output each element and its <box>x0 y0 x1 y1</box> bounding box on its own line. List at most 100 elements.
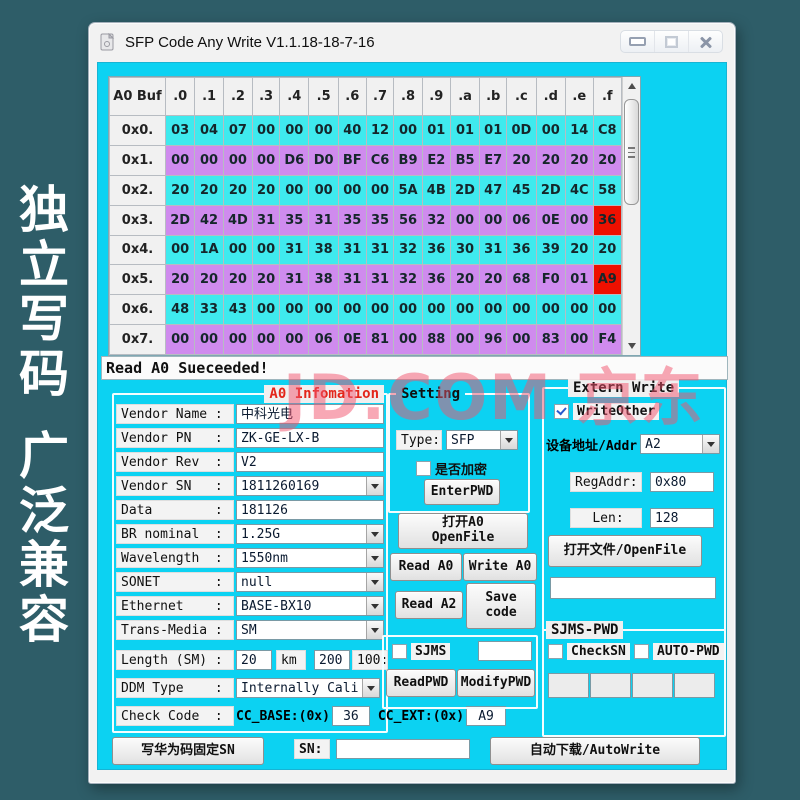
hex-cell[interactable]: 38 <box>308 264 339 296</box>
hex-cell[interactable]: 00 <box>449 294 481 326</box>
hex-cell[interactable]: 01 <box>449 115 481 146</box>
hex-cell[interactable]: 32 <box>393 264 423 296</box>
chevron-down-icon[interactable] <box>366 549 383 567</box>
hex-cell[interactable]: 20 <box>252 174 281 206</box>
save-code-button[interactable]: Save code <box>466 583 536 629</box>
hex-cell[interactable]: 2D <box>535 174 566 206</box>
len-input[interactable]: 128 <box>650 508 714 528</box>
read-a2-button[interactable]: Read A2 <box>395 591 463 619</box>
hex-cell[interactable]: 00 <box>393 115 423 146</box>
titlebar[interactable]: SFP Code Any Write V1.1.18-18-7-16 <box>89 23 735 61</box>
hex-cell[interactable]: 96 <box>479 324 508 355</box>
hex-cell[interactable]: 31 <box>279 264 310 296</box>
hex-cell[interactable]: 38 <box>308 234 339 266</box>
hex-cell[interactable]: 36 <box>506 234 537 266</box>
hex-cell[interactable]: 00 <box>222 144 254 176</box>
hex-cell[interactable]: 20 <box>222 264 254 296</box>
hex-cell[interactable]: 45 <box>506 174 537 206</box>
hex-cell[interactable]: 01 <box>421 115 451 146</box>
read-pwd-button[interactable]: ReadPWD <box>386 669 456 697</box>
hex-cell[interactable]: 5A <box>393 174 423 206</box>
hex-cell[interactable]: 20 <box>479 264 508 296</box>
hex-cell[interactable]: 56 <box>393 204 423 236</box>
hex-cell[interactable]: E7 <box>479 144 508 176</box>
hex-cell[interactable]: 00 <box>506 294 537 326</box>
hex-cell[interactable]: 07 <box>222 115 254 146</box>
hex-cell[interactable]: 06 <box>506 204 537 236</box>
chevron-down-icon[interactable] <box>702 435 720 453</box>
sjms-input[interactable] <box>478 641 532 661</box>
hex-cell[interactable]: 00 <box>449 204 481 236</box>
hex-cell[interactable]: 00 <box>308 174 339 206</box>
pwd-cell-input[interactable] <box>632 673 673 698</box>
hex-cell[interactable]: 1A <box>194 234 224 266</box>
field-combo[interactable]: 1550nm <box>236 548 384 568</box>
hex-cell[interactable]: 2D <box>449 174 481 206</box>
hex-cell[interactable]: 20 <box>222 174 254 206</box>
hex-cell[interactable]: 0E <box>535 204 566 236</box>
hex-cell[interactable]: 35 <box>279 204 310 236</box>
hex-cell[interactable]: 47 <box>479 174 508 206</box>
write-huawei-sn-button[interactable]: 写华为码固定SN <box>112 737 264 765</box>
hex-cell[interactable]: F0 <box>535 264 566 296</box>
hex-cell[interactable]: 20 <box>194 174 224 206</box>
hex-cell[interactable]: 31 <box>279 234 310 266</box>
write-a0-button[interactable]: Write A0 <box>463 553 537 581</box>
chevron-down-icon[interactable] <box>500 431 517 449</box>
sjms-checkbox-row[interactable]: SJMS <box>392 643 451 660</box>
hex-cell[interactable]: 00 <box>535 115 566 146</box>
field-combo[interactable]: BASE-BX10 <box>236 596 384 616</box>
hex-cell[interactable]: B5 <box>449 144 481 176</box>
hex-cell[interactable]: 12 <box>365 115 395 146</box>
hex-cell[interactable]: 20 <box>164 174 196 206</box>
hex-cell[interactable]: 68 <box>506 264 537 296</box>
hex-cell[interactable]: 00 <box>479 294 508 326</box>
hex-cell[interactable]: 81 <box>365 324 395 355</box>
hex-cell[interactable]: 03 <box>164 115 196 146</box>
hex-cell[interactable]: 00 <box>252 144 281 176</box>
hex-cell[interactable]: C8 <box>592 115 623 146</box>
encrypt-checkbox[interactable] <box>416 461 431 476</box>
hex-cell[interactable]: 20 <box>506 144 537 176</box>
table-scrollbar[interactable] <box>622 77 640 355</box>
hex-cell[interactable]: 31 <box>252 204 281 236</box>
hex-cell[interactable]: 4C <box>564 174 594 206</box>
hex-cell[interactable]: 00 <box>393 324 423 355</box>
hex-cell[interactable]: 00 <box>592 294 623 326</box>
hex-cell[interactable]: 00 <box>279 294 310 326</box>
hex-cell[interactable]: BF <box>337 144 367 176</box>
hex-cell[interactable]: 00 <box>222 324 254 355</box>
hex-cell[interactable]: 83 <box>535 324 566 355</box>
scroll-down-icon[interactable] <box>627 343 636 349</box>
hex-cell[interactable]: 31 <box>365 234 395 266</box>
hex-cell[interactable]: 00 <box>194 144 224 176</box>
hex-cell[interactable]: 00 <box>449 324 481 355</box>
field-combo[interactable]: 1.25G <box>236 524 384 544</box>
hex-cell[interactable]: 48 <box>164 294 196 326</box>
hex-cell[interactable]: 01 <box>479 115 508 146</box>
hex-cell[interactable]: 00 <box>279 115 310 146</box>
hex-cell[interactable]: 31 <box>337 264 367 296</box>
hex-cell[interactable]: 20 <box>564 234 594 266</box>
hex-cell[interactable]: E2 <box>421 144 451 176</box>
auto-pwd-row[interactable]: AUTO-PWD <box>634 643 724 660</box>
hex-cell[interactable]: 00 <box>252 234 281 266</box>
field-input[interactable]: 181126 <box>236 500 384 520</box>
read-a0-button[interactable]: Read A0 <box>390 553 462 581</box>
ddm-type-combo[interactable]: Internally Cali <box>236 678 380 698</box>
modify-pwd-button[interactable]: ModifyPWD <box>457 669 535 697</box>
hex-cell[interactable]: 42 <box>194 204 224 236</box>
chevron-down-icon[interactable] <box>366 573 383 591</box>
hex-cell[interactable]: 58 <box>592 174 623 206</box>
hex-cell[interactable]: 00 <box>252 115 281 146</box>
hex-cell[interactable]: 39 <box>535 234 566 266</box>
hex-cell[interactable]: 00 <box>421 294 451 326</box>
encrypt-checkbox-row[interactable]: 是否加密 <box>416 459 487 478</box>
hex-cell[interactable]: 43 <box>222 294 254 326</box>
write-other-row[interactable]: WriteOther <box>554 403 660 420</box>
hex-cell[interactable]: 00 <box>564 294 594 326</box>
field-input[interactable]: 中科光电 <box>236 404 384 424</box>
hex-cell[interactable]: 31 <box>308 204 339 236</box>
chevron-down-icon[interactable] <box>366 597 383 615</box>
scroll-up-icon[interactable] <box>627 83 636 89</box>
